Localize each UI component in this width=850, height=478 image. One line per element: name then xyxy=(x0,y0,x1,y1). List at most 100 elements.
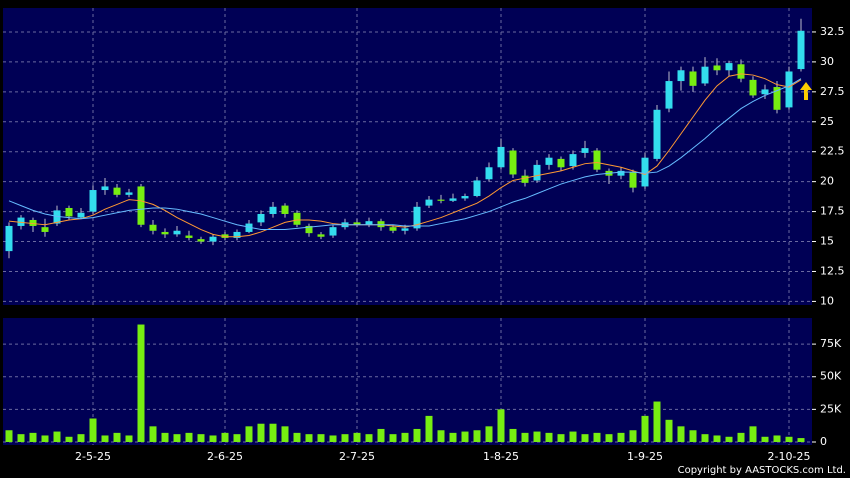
y-tick-label: 32.5 xyxy=(820,25,845,38)
volume-bar xyxy=(245,426,253,442)
candle-body xyxy=(53,210,61,224)
y-tick-label: 25K xyxy=(820,402,842,415)
candle-body xyxy=(677,70,685,82)
x-tick-label: 1-8-25 xyxy=(483,450,519,463)
volume-bar xyxy=(185,432,193,442)
volume-bar xyxy=(473,430,481,442)
volume-bar xyxy=(485,426,493,442)
candle-body xyxy=(461,196,469,199)
candle-body xyxy=(245,223,253,232)
volume-bar xyxy=(389,434,397,442)
volume-bar xyxy=(509,428,517,442)
volume-bar xyxy=(53,431,61,442)
y-tick-label: 15 xyxy=(820,235,834,248)
y-tick-label: 17.5 xyxy=(820,205,845,218)
volume-bar xyxy=(569,431,577,442)
volume-bar xyxy=(437,430,445,442)
volume-bar xyxy=(161,432,169,442)
volume-bar xyxy=(17,434,25,442)
volume-bar xyxy=(77,434,85,442)
volume-bar xyxy=(101,435,109,442)
volume-bar xyxy=(557,434,565,442)
candle-body xyxy=(653,109,661,159)
volume-bar xyxy=(665,419,673,442)
volume-bar xyxy=(605,434,613,442)
candle-body xyxy=(497,146,505,168)
candle-body xyxy=(377,221,385,228)
volume-bar xyxy=(593,432,601,442)
y-tick-label: 12.5 xyxy=(820,264,845,277)
volume-bar xyxy=(401,432,409,442)
volume-bar xyxy=(317,434,325,442)
candle-body xyxy=(797,30,805,70)
volume-bar xyxy=(125,435,133,442)
volume-bar xyxy=(581,434,589,442)
candle-body xyxy=(593,150,601,170)
volume-bar xyxy=(629,430,637,442)
x-tick-label: 2-6-25 xyxy=(207,450,243,463)
volume-bar xyxy=(89,418,97,442)
volume-bar xyxy=(425,415,433,442)
volume-bar xyxy=(689,430,697,442)
volume-bar xyxy=(305,434,313,442)
candle-body xyxy=(161,231,169,235)
candle-body xyxy=(185,235,193,238)
x-tick-label: 2-10-25 xyxy=(768,450,811,463)
candle-body xyxy=(641,157,649,187)
volume-bar xyxy=(797,438,805,442)
volume-bar xyxy=(617,432,625,442)
candle-body xyxy=(617,170,625,176)
candle-body xyxy=(521,175,529,183)
candle-body xyxy=(209,236,217,242)
volume-bar xyxy=(725,436,733,442)
x-tick-label: 2-7-25 xyxy=(339,450,375,463)
volume-bar xyxy=(761,436,769,442)
volume-bar xyxy=(209,435,217,442)
candle-body xyxy=(437,199,445,201)
candle-body xyxy=(281,205,289,214)
candle-body xyxy=(749,79,757,96)
volume-bar xyxy=(29,432,37,442)
candle-body xyxy=(77,212,85,218)
candle-body xyxy=(773,87,781,110)
candle-body xyxy=(425,199,433,206)
volume-bar xyxy=(257,423,265,442)
volume-bar xyxy=(653,401,661,442)
candle-body xyxy=(737,64,745,79)
volume-bar xyxy=(137,324,145,442)
candle-body xyxy=(125,192,133,195)
y-tick-label: 30 xyxy=(820,55,834,68)
candle-body xyxy=(713,65,721,71)
volume-bar xyxy=(461,431,469,442)
candle-body xyxy=(665,81,673,109)
volume-bar xyxy=(785,436,793,442)
y-tick-label: 27.5 xyxy=(820,85,845,98)
moving-average-line xyxy=(8,73,802,238)
volume-bar xyxy=(749,426,757,442)
candle-body xyxy=(581,148,589,153)
volume-bar xyxy=(737,432,745,442)
candle-body xyxy=(89,190,97,212)
candle-body xyxy=(317,234,325,237)
volume-bar xyxy=(233,434,241,442)
volume-bar xyxy=(5,430,13,442)
candle-body xyxy=(629,172,637,188)
candle-body xyxy=(557,158,565,168)
candle-body xyxy=(65,207,73,217)
candle-body xyxy=(5,225,13,252)
candle-body xyxy=(29,219,37,226)
candle-body xyxy=(293,212,301,225)
volume-bar xyxy=(281,426,289,442)
candle-body xyxy=(473,180,481,197)
candle-body xyxy=(533,164,541,181)
volume-bar xyxy=(341,434,349,442)
candle-body xyxy=(701,66,709,84)
candle-body xyxy=(305,225,313,234)
volume-bar xyxy=(521,432,529,442)
candle-body xyxy=(17,217,25,226)
copyright: Copyright by AASTOCKS.com Ltd. xyxy=(678,465,846,476)
candle-body xyxy=(101,186,109,191)
volume-bar xyxy=(221,432,229,442)
x-tick-label: 2-5-25 xyxy=(75,450,111,463)
